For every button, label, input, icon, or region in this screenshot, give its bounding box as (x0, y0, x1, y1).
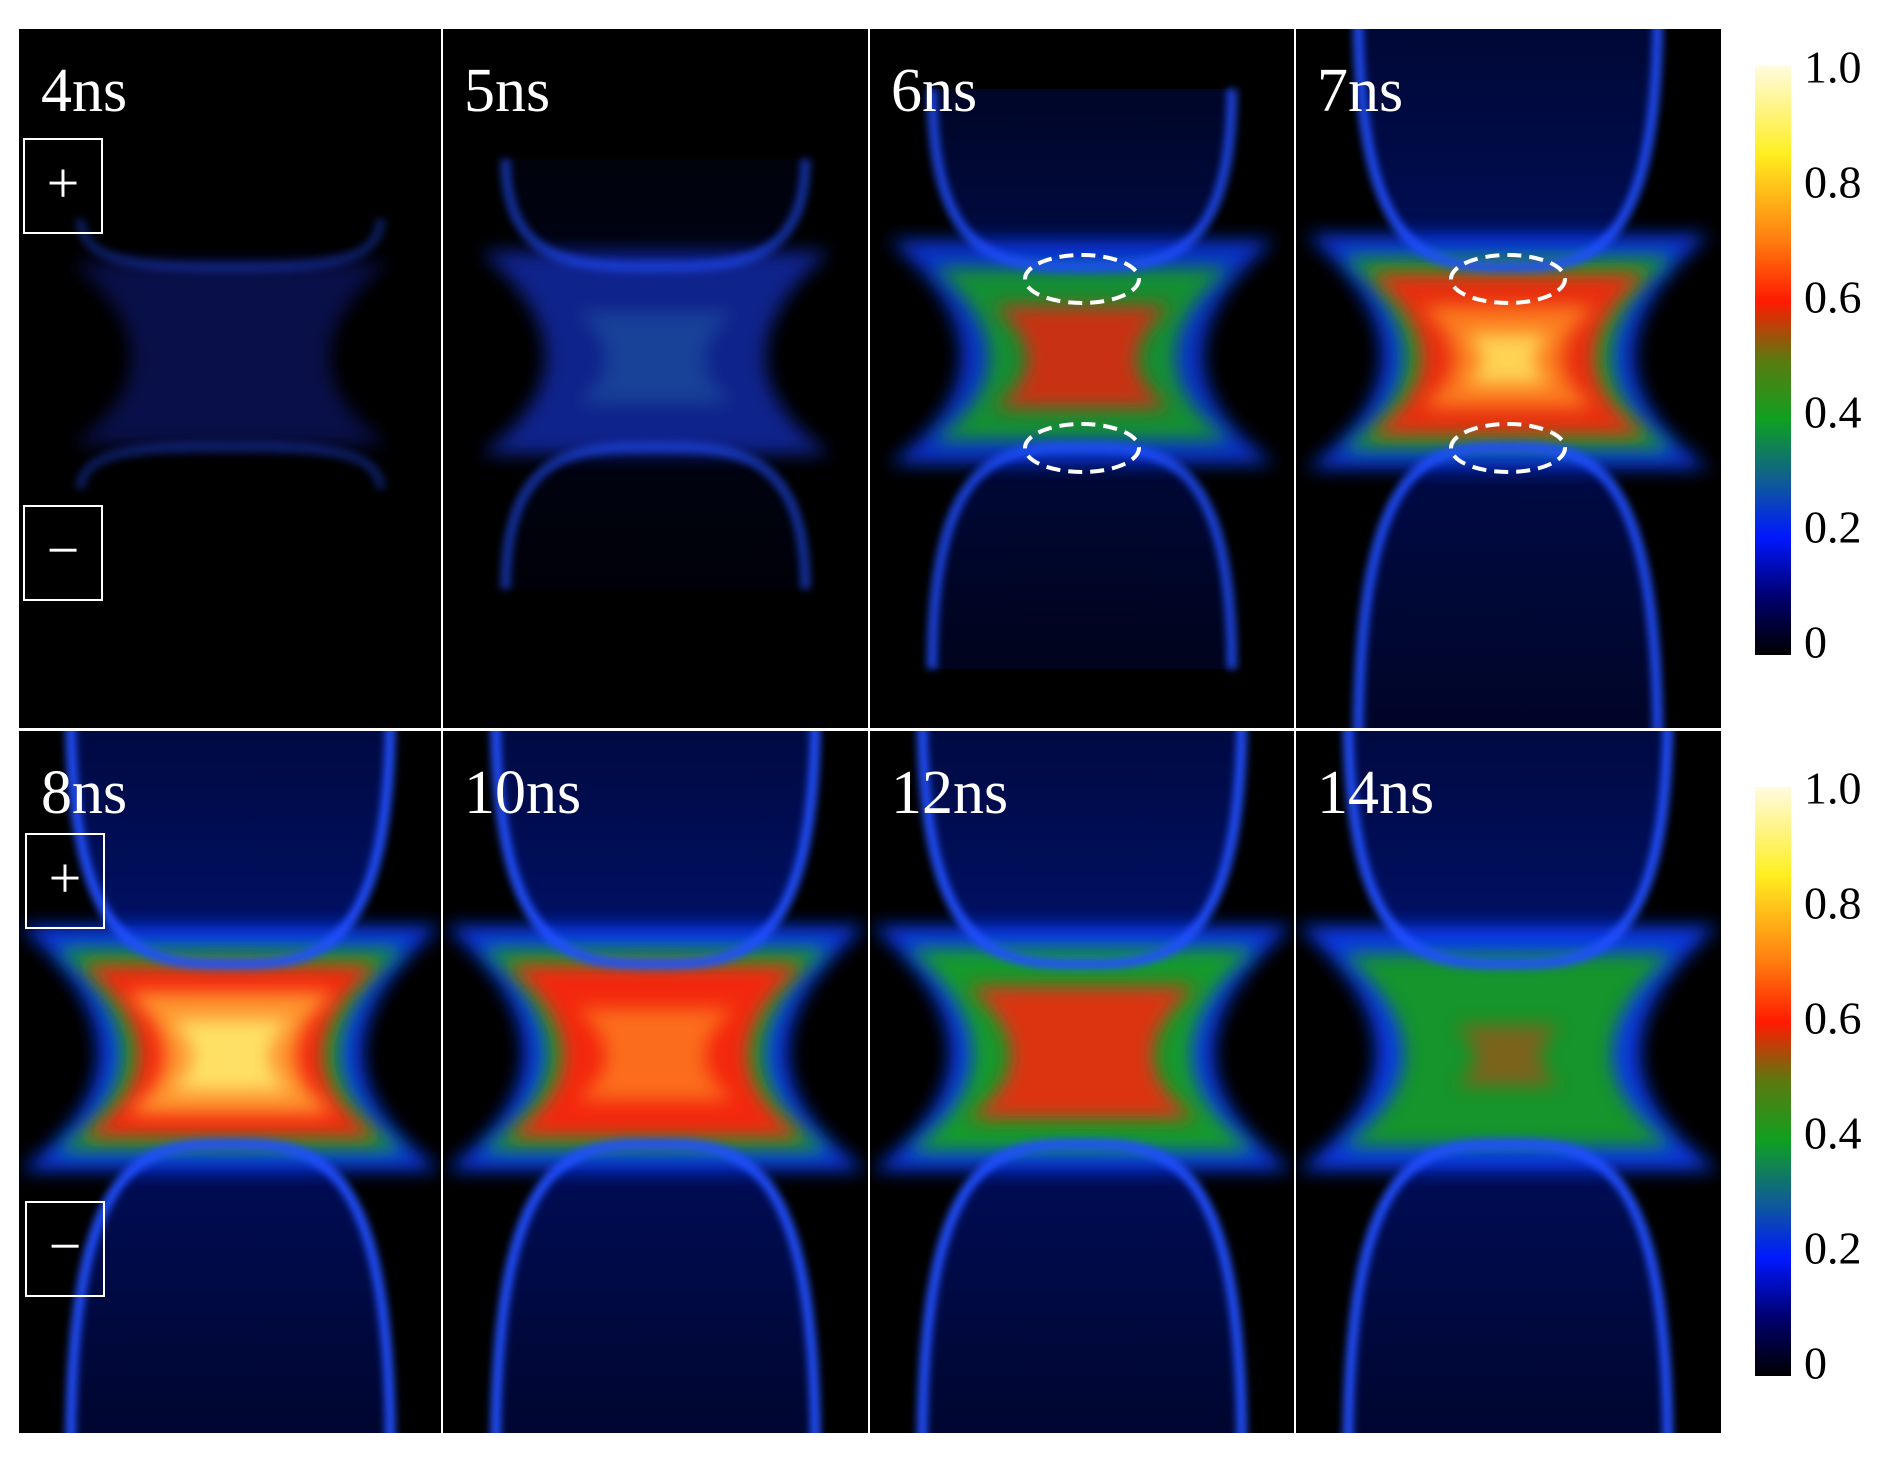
colorbar-tick-label: 0.4 (1804, 1108, 1862, 1159)
colorbar-tick-label: 0.2 (1804, 502, 1862, 553)
glow (73, 262, 388, 446)
cathode-body (495, 1144, 816, 1433)
anode-body (495, 731, 816, 964)
panel-label: 12ns (891, 759, 1008, 827)
panel-label: 4ns (41, 57, 127, 125)
colorbar-tick-label: 0.8 (1804, 878, 1862, 929)
anode-edge (65, 731, 396, 970)
colorbar: 0 0.2 0.4 0.6 0.8 1.0 (1755, 763, 1862, 1389)
discharge-image (1306, 29, 1710, 728)
discharge-image (73, 218, 388, 490)
cathode-body (922, 1144, 1242, 1433)
glow (994, 306, 1170, 408)
cathode-edge (1353, 441, 1663, 728)
discharge-image (445, 731, 866, 1433)
discharge-image (20, 731, 441, 1433)
electrode-sign: + (47, 150, 80, 215)
panel-label: 7ns (1317, 57, 1403, 125)
anode-edge (490, 731, 821, 970)
anode-edge (917, 731, 1247, 970)
anode-edge (1343, 731, 1673, 970)
highlight-ellipse (1023, 422, 1141, 474)
panel-label: 6ns (891, 57, 977, 125)
panel: 4ns + − (19, 29, 442, 728)
electrode-box (25, 1201, 105, 1297)
colorbar-tick-label: 1.0 (1804, 763, 1862, 814)
highlight-ellipse (1023, 253, 1141, 305)
colorbar-gradient (1755, 787, 1791, 1376)
cathode-edge (927, 441, 1237, 670)
anode-edge (500, 158, 811, 273)
panel: 6ns (869, 29, 1295, 728)
cathode-edge (1343, 1138, 1673, 1433)
panel: 8ns + − (19, 731, 442, 1433)
discharge-image (889, 88, 1275, 670)
cathode-edge (500, 441, 811, 590)
electrode-sign: − (49, 1213, 82, 1278)
anode-edge (75, 218, 386, 273)
cathode-body (505, 447, 806, 589)
panel: 10ns (442, 731, 869, 1433)
colorbar-tick-label: 0.6 (1804, 272, 1862, 323)
colorbar-tick-label: 0 (1804, 1338, 1827, 1389)
colorbar-tick-label: 0 (1804, 617, 1827, 668)
cathode-edge (490, 1138, 821, 1433)
colorbar-tick-label: 1.0 (1804, 42, 1862, 93)
glow (968, 986, 1196, 1119)
glow (576, 1008, 735, 1101)
glow (169, 1019, 292, 1091)
anode-body (922, 731, 1242, 964)
electrode-sign: − (47, 517, 80, 582)
cathode-body (70, 1144, 391, 1433)
cathode-edge (75, 441, 386, 490)
panel-label: 14ns (1317, 759, 1434, 827)
electrode-box (23, 505, 103, 601)
glow (576, 311, 735, 404)
cathode-body (932, 447, 1232, 669)
discharge-image (1298, 731, 1718, 1433)
cathode-edge (917, 1138, 1247, 1433)
panel-label: 8ns (41, 759, 127, 827)
anode-edge (1353, 29, 1663, 273)
colorbar-tick-label: 0.8 (1804, 157, 1862, 208)
colorbar-tick-label: 0.2 (1804, 1223, 1862, 1274)
cathode-body (1358, 447, 1658, 728)
electrode-sign: + (49, 845, 82, 910)
highlight-ellipse (1449, 253, 1567, 305)
colorbar-tick-label: 0.4 (1804, 387, 1862, 438)
electrode-box (23, 138, 103, 234)
anode-body (1348, 731, 1668, 964)
panel-grid: 4ns + − 5ns 6ns 7ns 8ns + − 10ns 12ns 14ns (19, 29, 1721, 1433)
discharge-image (480, 158, 831, 590)
anode-body (932, 89, 1232, 267)
discharge-image (872, 731, 1292, 1433)
panel: 7ns (1295, 29, 1721, 728)
anode-body (70, 731, 391, 964)
cathode-edge (65, 1138, 396, 1433)
glow (1464, 333, 1552, 385)
panel: 14ns (1295, 731, 1721, 1433)
colorbar-tick-label: 0.6 (1804, 993, 1862, 1044)
anode-edge (927, 88, 1237, 273)
glow (1455, 1025, 1561, 1087)
anode-body (505, 159, 806, 267)
colorbar-gradient (1755, 66, 1791, 655)
anode-body (1358, 29, 1658, 267)
electrode-box (25, 833, 105, 929)
panel: 5ns (442, 29, 869, 728)
cathode-body (1348, 1144, 1668, 1433)
panel-label: 5ns (464, 57, 550, 125)
highlight-ellipse (1449, 422, 1567, 474)
colorbar: 0 0.2 0.4 0.6 0.8 1.0 (1755, 42, 1862, 668)
panel-label: 10ns (464, 759, 581, 827)
panel: 12ns (869, 731, 1295, 1433)
